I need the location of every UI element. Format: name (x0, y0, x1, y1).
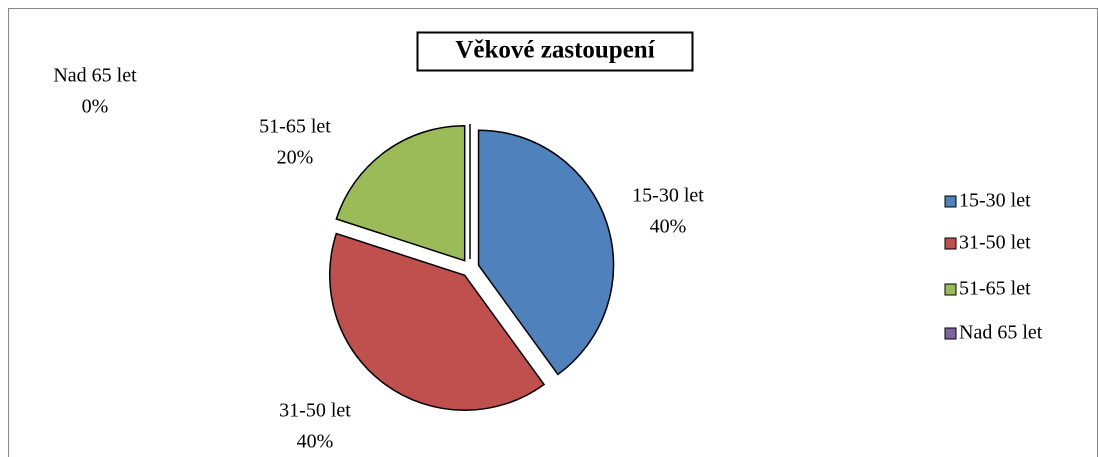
legend-swatch (944, 283, 957, 296)
data-label-value: 40% (297, 431, 334, 453)
data-label-name: Nad 65 let (53, 65, 137, 87)
legend-label: Nad 65 let (959, 322, 1043, 344)
title-box (416, 31, 694, 72)
data-label-value: 0% (82, 96, 109, 118)
chart-title: Věkové zastoupení (455, 37, 655, 64)
legend-label: 15-30 let (959, 190, 1031, 212)
data-label-name: 51-65 let (259, 116, 331, 138)
data-label-value: 40% (650, 216, 687, 238)
data-label-name: 15-30 let (632, 185, 704, 207)
legend-label: 51-65 let (959, 278, 1031, 300)
pie-slice (329, 232, 546, 412)
data-label-name: 31-50 let (279, 400, 351, 422)
legend-swatch (944, 327, 957, 340)
pie-slice (477, 129, 615, 376)
data-label-value: 20% (277, 147, 314, 169)
legend-label: 31-50 let (959, 232, 1031, 254)
legend-swatch (944, 237, 957, 250)
legend-swatch (944, 195, 957, 208)
pie-slice (335, 124, 466, 262)
